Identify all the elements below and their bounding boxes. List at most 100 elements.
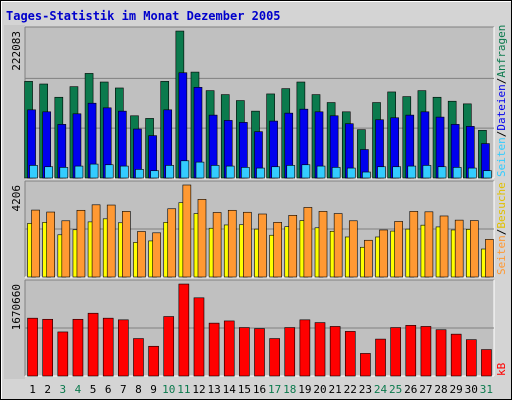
bar-seiten-day-3	[61, 220, 71, 278]
x-tick-label: 5	[90, 383, 97, 396]
bar-seiten-day-28	[439, 215, 449, 278]
bar-kb-day-6	[102, 317, 114, 377]
bar-seiten-day-16	[256, 167, 265, 179]
legend-label: kB	[495, 362, 508, 376]
bar-seiten-day-8	[135, 169, 144, 179]
bar-kb-day-18	[284, 327, 296, 377]
legend-label: Dateien	[495, 84, 508, 130]
x-tick-label: 19	[298, 383, 311, 396]
bar-kb-day-30	[466, 339, 477, 377]
bar-kb-day-10	[163, 316, 175, 377]
bar-seiten-day-27	[424, 211, 434, 278]
x-tick-label: 21	[329, 383, 342, 396]
bar-seiten-day-20	[316, 165, 326, 179]
x-axis-labels: 1 2 3 4 5 6 7 8 9 10 11 12 13 14 15 16 17 18 19 20 21 22 23 24 2…	[29, 383, 493, 396]
x-tick-label: 12	[192, 383, 205, 396]
legend-bottom: kB	[495, 362, 508, 376]
y-axis-strip	[4, 25, 25, 379]
x-tick-label: 24	[374, 383, 388, 396]
x-tick-label: 28	[434, 383, 447, 396]
legend-label: /	[495, 131, 508, 138]
x-tick-label: 25	[389, 383, 402, 396]
bar-kb-day-27	[420, 326, 432, 377]
bar-kb-day-29	[450, 333, 462, 377]
bar-seiten-day-28	[437, 166, 447, 179]
bar-seiten-day-29	[452, 167, 462, 179]
bar-seiten-day-18	[288, 215, 298, 278]
x-tick-label: 16	[253, 383, 266, 396]
panel-bottom: 1670660	[10, 279, 495, 377]
bar-seiten-day-13	[210, 165, 220, 179]
bar-seiten-day-12	[195, 161, 205, 179]
bar-kb-day-1	[27, 317, 38, 377]
bar-seiten-day-4	[74, 165, 84, 179]
bar-seiten-day-18	[286, 165, 296, 179]
bar-kb-day-22	[344, 331, 356, 377]
bar-seiten-day-12	[197, 199, 207, 278]
bar-seiten-day-11	[182, 184, 192, 278]
bar-seiten-day-17	[273, 222, 282, 278]
x-tick-label: 9	[150, 383, 157, 396]
bar-seiten-day-31	[485, 239, 494, 278]
legend-label: Seiten	[495, 137, 508, 177]
bar-kb-day-17	[269, 338, 280, 377]
bar-kb-day-26	[405, 325, 417, 377]
bar-seiten-day-27	[422, 165, 432, 179]
bar-kb-day-9	[148, 345, 159, 377]
bar-kb-day-19	[299, 319, 311, 377]
x-tick-label: 8	[135, 383, 142, 396]
legend-middle: Seiten/Besuche	[495, 182, 508, 275]
bar-kb-day-13	[208, 322, 220, 377]
panel-top: 222083	[10, 26, 495, 179]
bar-seiten-day-25	[394, 221, 403, 278]
bar-kb-day-28	[435, 329, 447, 377]
x-tick-label: 4	[75, 383, 82, 396]
bar-seiten-day-9	[150, 170, 159, 179]
x-tick-label: 30	[465, 383, 478, 396]
bar-seiten-day-15	[243, 211, 252, 278]
bar-seiten-day-1	[31, 209, 40, 278]
bar-seiten-day-30	[470, 220, 479, 278]
bar-seiten-day-19	[303, 207, 313, 278]
bar-seiten-day-5	[89, 163, 99, 179]
bar-seiten-day-26	[409, 211, 419, 278]
bar-kb-day-3	[57, 331, 69, 377]
legend-label: /	[495, 229, 508, 236]
x-tick-label: 2	[44, 383, 51, 396]
chart-panels: 222083 4206 1670660	[4, 25, 495, 379]
y-max-label-bottom: 1670660	[10, 284, 23, 330]
bar-seiten-day-24	[377, 166, 386, 179]
x-tick-label: 6	[105, 383, 112, 396]
bar-kb-day-15	[239, 327, 250, 377]
bar-seiten-day-24	[379, 229, 388, 278]
bar-seiten-day-7	[122, 211, 131, 278]
chart-title: Tages-Statistik im Monat Dezember 2005	[6, 9, 281, 23]
bar-seiten-day-2	[44, 166, 53, 179]
bar-seiten-day-16	[258, 213, 267, 278]
x-tick-label: 7	[120, 383, 127, 396]
x-tick-label: 20	[313, 383, 326, 396]
bar-seiten-day-11	[180, 160, 190, 179]
x-tick-label: 18	[283, 383, 296, 396]
y-max-label-middle: 4206	[10, 185, 23, 212]
x-tick-label: 1	[29, 383, 36, 396]
bar-seiten-day-7	[120, 165, 129, 179]
bar-seiten-day-3	[59, 167, 69, 179]
panel-middle: 4206	[10, 180, 495, 278]
bar-seiten-day-15	[241, 167, 250, 179]
bar-seiten-day-29	[454, 219, 464, 278]
legend-label: Besuche	[495, 182, 508, 228]
bar-kb-day-23	[360, 353, 371, 377]
bar-kb-day-11	[178, 283, 190, 377]
bar-seiten-day-2	[46, 211, 55, 278]
bar-kb-day-8	[133, 338, 144, 377]
bar-kb-day-14	[223, 320, 235, 377]
x-tick-label: 17	[268, 383, 281, 396]
bar-seiten-day-23	[362, 171, 371, 179]
bar-kb-day-20	[314, 322, 326, 377]
x-tick-label: 31	[480, 383, 493, 396]
bar-seiten-day-22	[346, 167, 356, 179]
bar-seiten-day-13	[212, 212, 222, 278]
